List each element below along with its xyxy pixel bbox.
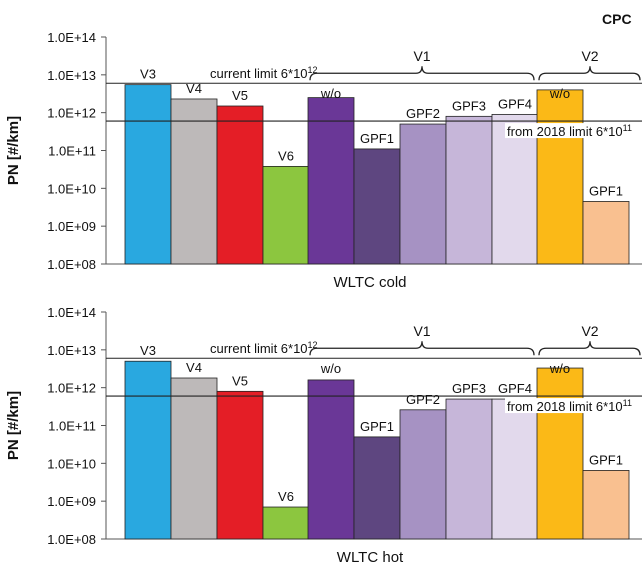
y-tick-label: 1.0E+13	[47, 68, 96, 83]
bar	[399, 409, 447, 540]
bar	[536, 89, 584, 265]
bar	[353, 436, 401, 540]
limit-label-bg	[505, 398, 642, 414]
limit-label-sup: 12	[308, 340, 318, 350]
y-tick-label: 1.0E+10	[47, 456, 96, 471]
bar-label: GPF4	[498, 381, 532, 396]
bar	[262, 165, 310, 265]
bar-label: w/o	[549, 361, 570, 376]
group-label: V1	[413, 323, 430, 339]
bar	[582, 201, 630, 265]
corner-label: CPC	[602, 11, 632, 27]
bar-label: GPF3	[452, 381, 486, 396]
bar-label: V5	[232, 373, 248, 388]
bar	[216, 105, 264, 265]
limit-label-current: current limit 6*1012	[210, 65, 318, 81]
plot-1: 1.0E+08 1.0E+09 1.0E+10 1.0E+11 1.0E+12 1.0E+…	[5, 30, 642, 291]
limit-label-sup: 12	[308, 65, 318, 75]
bar	[445, 398, 493, 540]
y-axis-title: PN [#/km]	[5, 116, 22, 185]
limit-label-2018: from 2018 limit 6*1011	[507, 123, 632, 139]
limit-label-2018: from 2018 limit 6*1011	[507, 398, 632, 414]
bar-label: V5	[232, 88, 248, 103]
y-tick-label: 1.0E+12	[47, 381, 96, 396]
group-label: V1	[413, 48, 430, 64]
bar	[262, 506, 310, 540]
group-brace-v2	[538, 341, 641, 356]
y-tick-label: 1.0E+09	[47, 494, 96, 509]
y-tick-label: 1.0E+14	[47, 30, 96, 45]
y-tick-label: 1.0E+11	[48, 144, 96, 159]
bar	[124, 84, 172, 265]
group-brace-v1	[309, 341, 535, 356]
bar-label: GPF2	[406, 392, 440, 407]
limit-label-sup: 11	[623, 123, 632, 133]
group-label: V2	[581, 48, 598, 64]
group-label: V2	[581, 323, 598, 339]
bar	[170, 377, 218, 540]
limit-label-bg	[208, 66, 336, 82]
bar-label: w/o	[549, 86, 570, 101]
limit-label-sup: 11	[623, 398, 632, 408]
bar	[124, 360, 172, 540]
bar-label: GPF1	[589, 452, 623, 467]
plot-2: 1.0E+08 1.0E+09 1.0E+10 1.0E+11 1.0E+12 1.0E+…	[5, 305, 642, 566]
y-tick-label: 1.0E+13	[47, 343, 96, 358]
bar-label: w/o	[320, 86, 341, 101]
bar-label: w/o	[320, 361, 341, 376]
bar	[307, 97, 355, 265]
bar	[582, 470, 630, 540]
y-tick-label: 1.0E+14	[47, 305, 96, 320]
y-tick-label: 1.0E+08	[47, 257, 96, 272]
bar	[170, 98, 218, 265]
bar-label: V3	[140, 67, 156, 82]
bar-label: V4	[186, 81, 202, 96]
bar-label: GPF2	[406, 106, 440, 121]
bar-label: V6	[278, 148, 294, 163]
limit-label-bg	[505, 123, 642, 139]
bar-label: GPF1	[589, 183, 623, 198]
x-axis-title: WLTC hot	[337, 549, 404, 566]
limit-label-bg	[208, 341, 336, 357]
bar-label: V3	[140, 343, 156, 358]
bar-label: V4	[186, 360, 202, 375]
y-axis-title: PN [#/km]	[5, 391, 22, 460]
group-brace-v1	[309, 66, 535, 81]
bar-label: V6	[278, 489, 294, 504]
x-axis-title: WLTC cold	[333, 274, 406, 291]
y-tick-label: 1.0E+09	[47, 219, 96, 234]
bar-label: GPF3	[452, 98, 486, 113]
bar	[399, 123, 447, 265]
bar	[353, 148, 401, 265]
y-tick-label: 1.0E+12	[47, 106, 96, 121]
bar-label: GPF4	[498, 96, 532, 111]
limit-label-current: current limit 6*1012	[210, 340, 318, 356]
bar	[307, 379, 355, 540]
group-brace-v2	[538, 66, 641, 81]
y-tick-label: 1.0E+11	[48, 419, 96, 434]
bar	[445, 115, 493, 265]
y-tick-label: 1.0E+10	[47, 181, 96, 196]
bar	[536, 367, 584, 540]
bar-label: GPF1	[360, 131, 394, 146]
bar	[491, 398, 539, 540]
bar-label: GPF1	[360, 419, 394, 434]
y-tick-label: 1.0E+08	[47, 532, 96, 547]
bar	[216, 390, 264, 540]
